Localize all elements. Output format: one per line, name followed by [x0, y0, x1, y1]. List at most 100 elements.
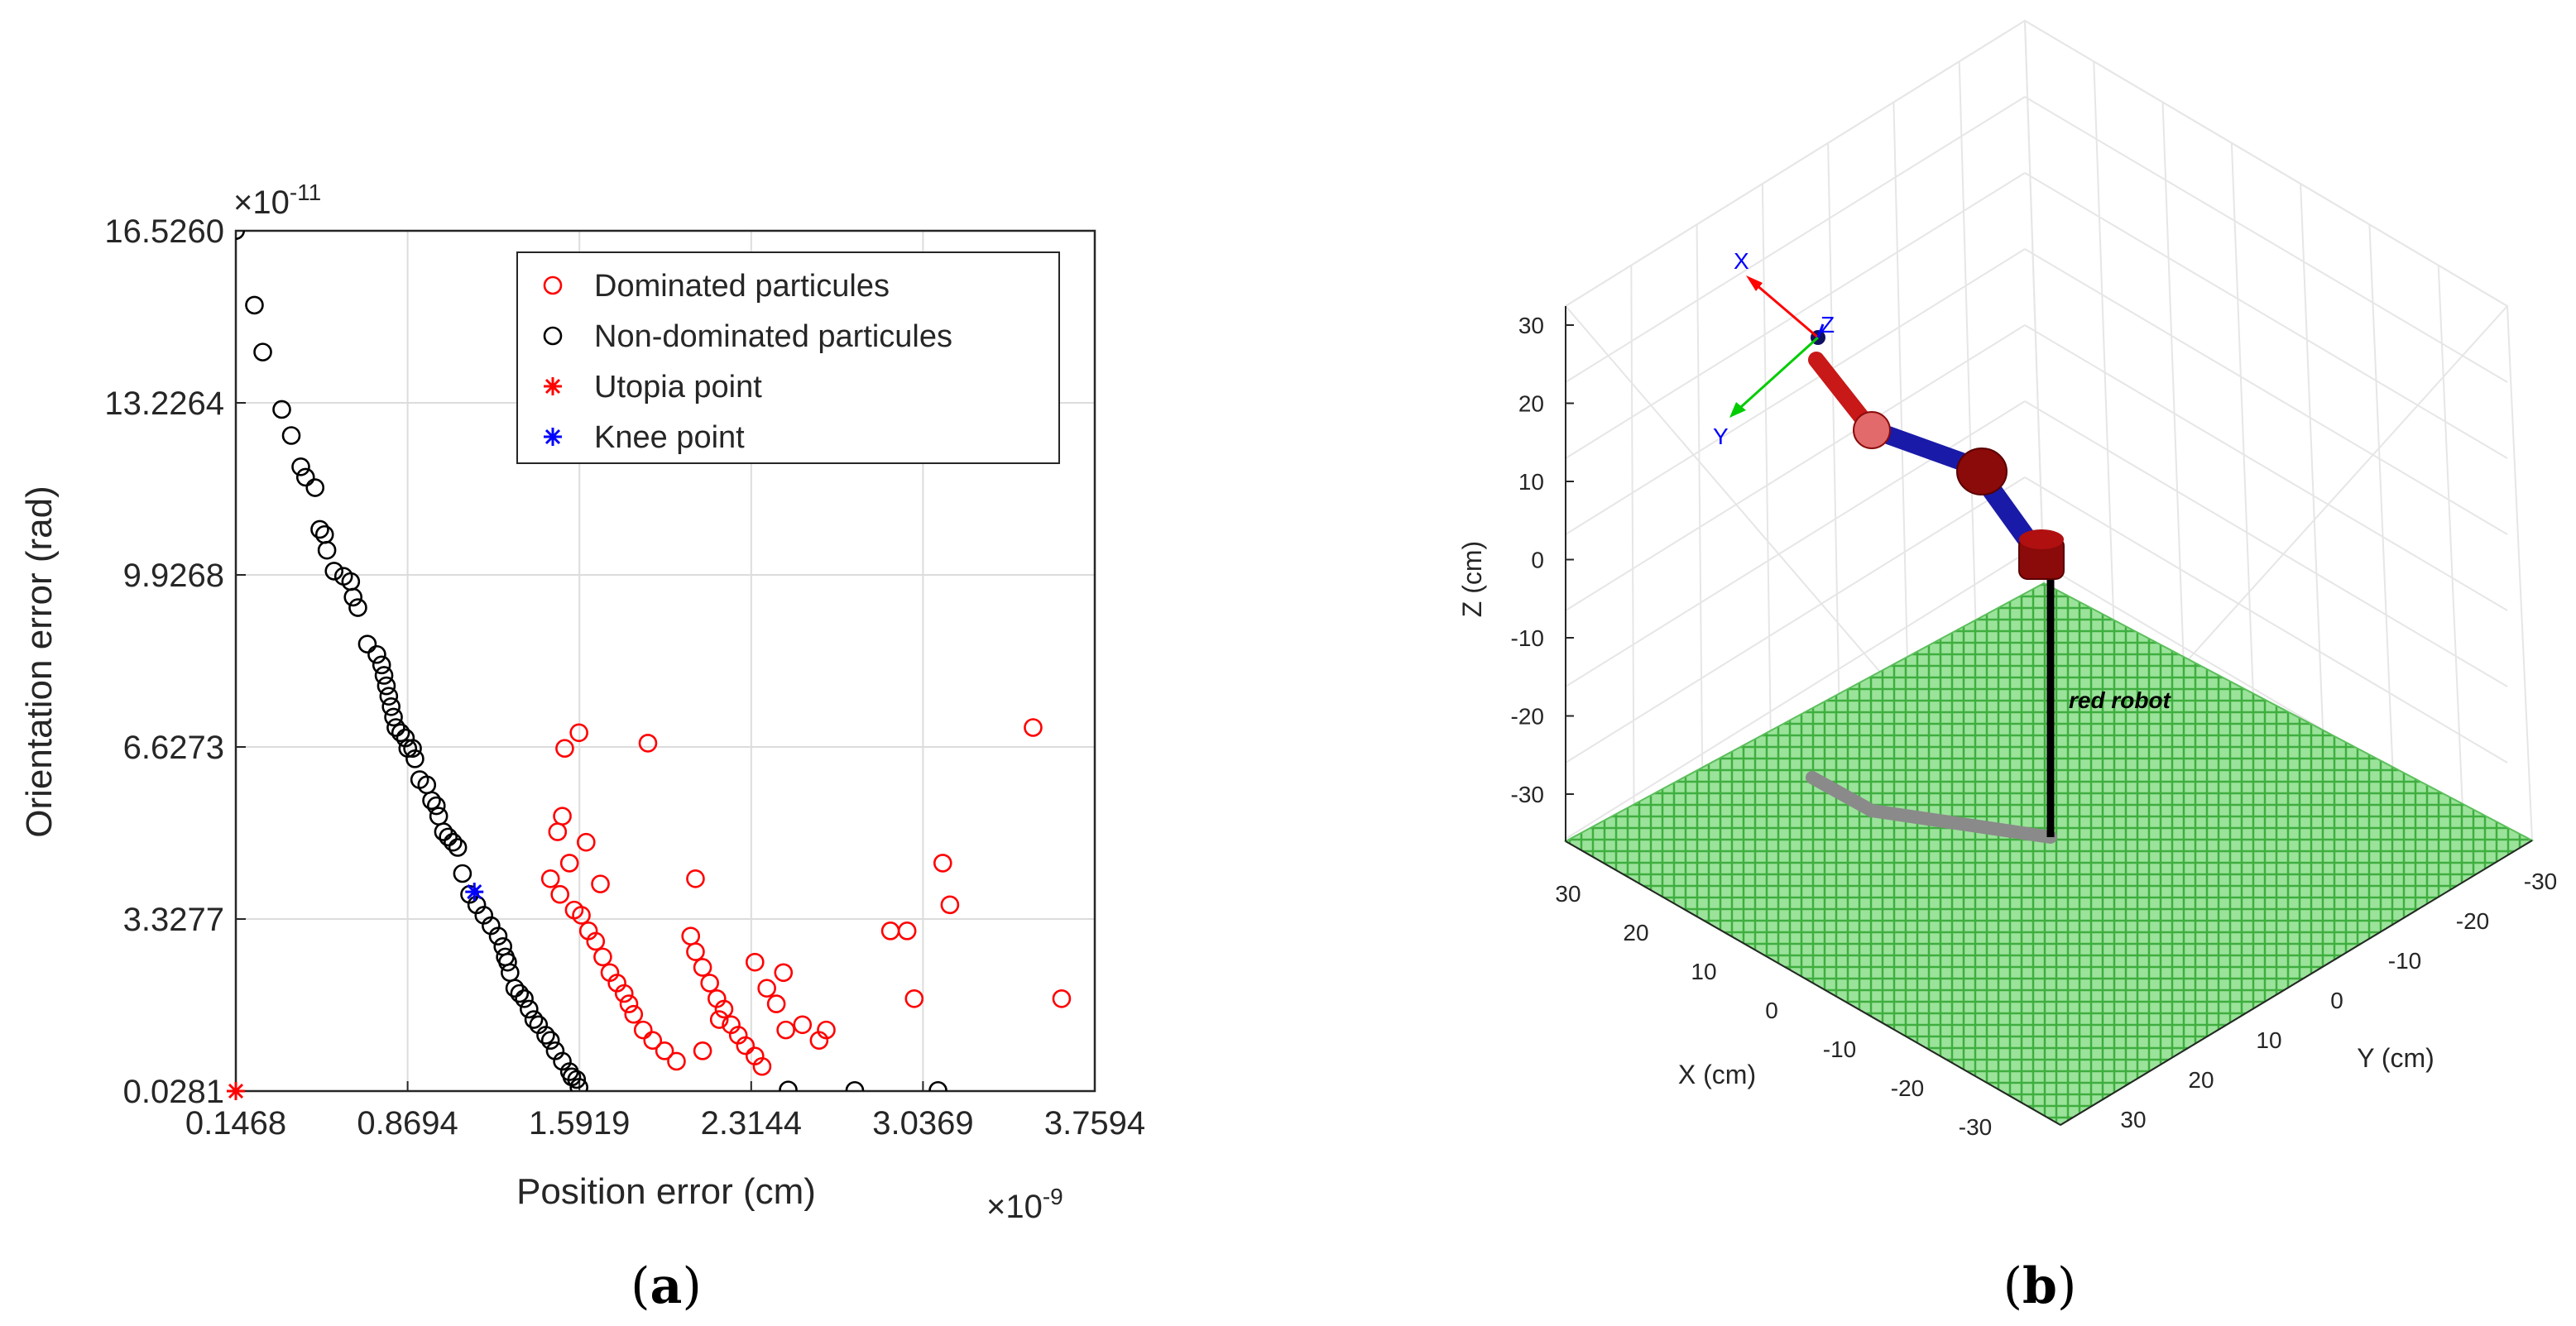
dominated-point — [686, 869, 705, 888]
x-tick-label: 10 — [1691, 959, 1716, 984]
y-tick-label: -10 — [2388, 948, 2421, 974]
non-dominated-point — [515, 989, 534, 1008]
non-dominated-point — [567, 1070, 587, 1089]
dominated-point — [655, 1041, 674, 1060]
robot-arm — [1808, 330, 2065, 580]
non-dominated-point — [493, 936, 513, 956]
dominated-point — [555, 739, 574, 759]
x-axis-line — [1565, 840, 2061, 1126]
y-tick-label: -20 — [2456, 908, 2489, 934]
non-dominated-point — [245, 295, 264, 315]
dominated-point — [745, 952, 765, 972]
non-dominated-point — [405, 749, 425, 768]
y-axis-label: Orientation error (rad) — [19, 486, 60, 837]
non-dominated-point — [426, 796, 446, 816]
dominated-point — [940, 895, 960, 915]
legend-marker — [544, 377, 562, 395]
non-dominated-point — [314, 524, 334, 544]
dominated-point — [752, 1056, 772, 1076]
dominated-point — [880, 921, 900, 941]
dominated-point — [766, 994, 786, 1013]
non-dominated-point — [291, 457, 310, 476]
y-tick-label: 6.6273 — [123, 730, 224, 766]
non-dominated-point — [501, 963, 520, 983]
non-dominated-point — [272, 400, 291, 419]
y-axis-line — [2060, 840, 2533, 1126]
non-dominated-point — [498, 952, 517, 972]
legend-marker — [544, 428, 562, 446]
dominated-point — [933, 854, 952, 873]
non-dominated-point — [569, 1078, 588, 1091]
y-tick-label: 9.9268 — [123, 558, 224, 594]
y-axis-ticks: -30 -20 -10 0 10 20 30 — [2120, 869, 2557, 1132]
plot-frame — [234, 229, 1096, 1093]
non-dominated-point — [348, 598, 367, 617]
non-dominated-point — [295, 467, 315, 487]
non-dominated-point — [253, 342, 272, 361]
dominated-point — [586, 931, 606, 951]
non-dominated-point — [374, 666, 394, 685]
dominated-point — [548, 822, 568, 841]
dominated-point — [700, 974, 720, 993]
z-axis-ticks: 30 20 10 0 -10 -20 -30 — [1511, 313, 1574, 807]
x-tick-label: 30 — [1555, 881, 1581, 907]
non-dominated-point — [281, 426, 301, 445]
y-tick-label: 30 — [2120, 1107, 2146, 1132]
non-dominated-point — [540, 1031, 560, 1051]
dominated-point — [693, 958, 712, 977]
dominated-point — [559, 854, 579, 873]
z-tick-label: 10 — [1518, 469, 1544, 495]
data-points — [236, 231, 1072, 1091]
legend-entry: Utopia point — [594, 370, 762, 405]
non-dominated-point — [453, 864, 473, 883]
x-tick-label: 0.8694 — [357, 1105, 458, 1142]
dominated-point — [736, 1036, 756, 1056]
non-dominated-point — [422, 791, 441, 811]
y-tick-label: 0.0281 — [123, 1074, 224, 1110]
x-tick-label: 3.7594 — [1044, 1105, 1145, 1142]
non-dominated-point — [310, 519, 329, 539]
non-dominated-point — [505, 979, 525, 998]
non-dominated-point — [488, 926, 508, 945]
frame-label-y: Y — [1713, 424, 1729, 449]
dominated-point — [897, 921, 917, 941]
non-dominated-point — [524, 1010, 544, 1029]
dominated-point — [757, 979, 776, 998]
dominated-point — [593, 947, 612, 967]
x-tick-label: 3.0369 — [872, 1105, 973, 1142]
non-dominated-point — [381, 697, 401, 716]
legend-entry: Non-dominated particules — [594, 319, 952, 354]
frame-label-z: Z — [1820, 312, 1835, 337]
knee-point-marker — [465, 883, 484, 902]
non-dominated-point — [384, 707, 403, 727]
y-tick-label: 0 — [2330, 988, 2343, 1013]
legend: Dominated particules Non-dominated partic… — [516, 251, 1060, 464]
dominated-point — [643, 1031, 663, 1051]
non-dominated-point — [448, 838, 468, 857]
back-walls — [1564, 19, 2533, 842]
dominated-point — [591, 874, 610, 893]
non-dominated-point — [317, 540, 337, 560]
z-tick-label: -20 — [1511, 704, 1544, 730]
dominated-point — [904, 989, 924, 1008]
non-dominated-point — [779, 1080, 798, 1091]
non-dominated-point — [403, 739, 422, 759]
non-dominated-point — [357, 634, 377, 653]
y-tick-label: -30 — [2524, 869, 2557, 894]
non-dominated-point — [372, 655, 391, 675]
non-dominated-point — [439, 827, 458, 847]
x-tick-label: 1.5919 — [529, 1105, 630, 1142]
dominated-point — [793, 1015, 813, 1035]
dominated-point — [572, 906, 591, 925]
non-dominated-point — [367, 644, 386, 664]
dominated-point — [667, 1051, 686, 1071]
x-axis-ticks: 30 20 10 0 -10 -20 -30 — [1555, 881, 1992, 1140]
base-joint-top — [2019, 529, 2064, 549]
non-dominated-point — [444, 832, 463, 852]
x-tick-label: 0.1468 — [185, 1105, 286, 1142]
non-dominated-point — [510, 984, 530, 1003]
z-tick-label: -30 — [1511, 782, 1544, 807]
dominated-point — [714, 999, 734, 1019]
x-tick-label: -30 — [1959, 1114, 1992, 1140]
